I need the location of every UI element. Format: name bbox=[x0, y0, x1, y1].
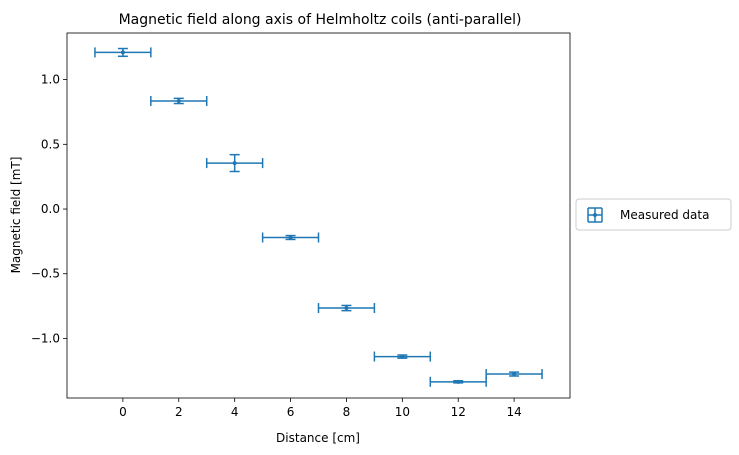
data-point bbox=[373, 351, 432, 362]
x-tick-label: 6 bbox=[287, 405, 295, 419]
data-marks bbox=[94, 47, 543, 387]
x-tick-label: 2 bbox=[175, 405, 183, 419]
x-tick-label: 14 bbox=[506, 405, 521, 419]
legend-label: Measured data bbox=[620, 208, 709, 222]
data-point-marker bbox=[176, 98, 181, 103]
x-axis-label: Distance [cm] bbox=[276, 431, 360, 445]
y-tick-label: 0.5 bbox=[41, 137, 60, 151]
data-point bbox=[205, 153, 264, 173]
data-point-marker bbox=[120, 50, 125, 55]
data-point bbox=[261, 232, 320, 243]
chart-title: Magnetic field along axis of Helmholtz c… bbox=[119, 12, 522, 28]
data-point-marker bbox=[344, 306, 349, 311]
legend-marker-icon bbox=[587, 207, 603, 223]
x-tick-label: 12 bbox=[451, 405, 466, 419]
x-tick-label: 10 bbox=[395, 405, 410, 419]
y-tick-label: −1.0 bbox=[31, 331, 60, 345]
plot-area bbox=[66, 32, 571, 399]
data-point-marker bbox=[288, 235, 293, 240]
x-tick-label: 8 bbox=[343, 405, 351, 419]
data-point bbox=[317, 303, 376, 314]
x-axis-ticks: 0 2 4 6 8 10 12 14 bbox=[119, 398, 522, 419]
legend-box bbox=[575, 198, 732, 231]
data-point-marker bbox=[512, 372, 517, 377]
x-tick-label: 4 bbox=[231, 405, 239, 419]
data-point-marker bbox=[456, 379, 461, 384]
y-axis-label: Magnetic field [mT] bbox=[9, 157, 23, 274]
data-point bbox=[94, 47, 152, 58]
data-point-marker bbox=[400, 354, 405, 359]
data-point-marker bbox=[232, 161, 237, 166]
data-point bbox=[150, 95, 208, 106]
y-tick-label: 1.0 bbox=[41, 73, 60, 87]
y-axis-ticks: −1.0 −0.5 0.0 0.5 1.0 bbox=[31, 73, 67, 345]
y-tick-label: −0.5 bbox=[31, 267, 60, 281]
legend: Measured data bbox=[575, 198, 732, 231]
y-tick-label: 0.0 bbox=[41, 202, 60, 216]
data-point bbox=[485, 369, 543, 380]
x-tick-label: 0 bbox=[119, 405, 127, 419]
